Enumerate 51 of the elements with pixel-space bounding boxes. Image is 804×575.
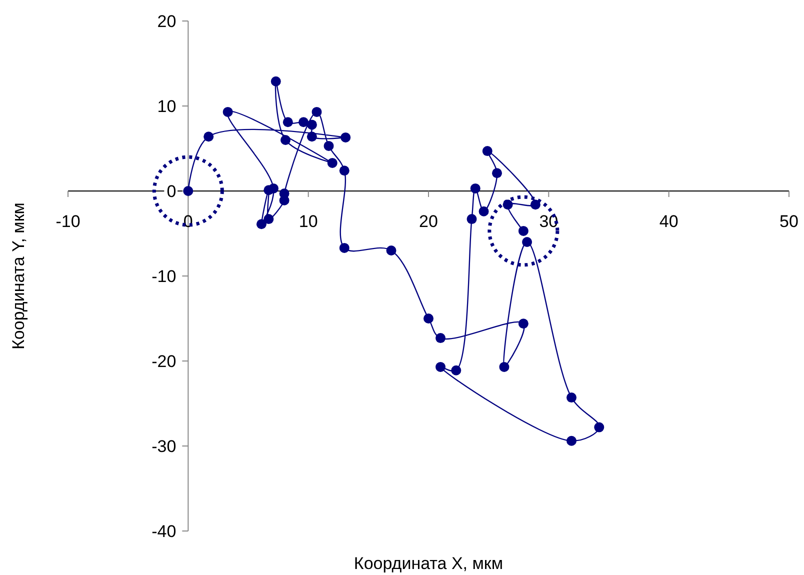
point (264, 214, 274, 224)
point (530, 200, 540, 210)
x-tick-label: 40 (659, 212, 678, 231)
point (492, 168, 502, 178)
y-tick-label: -10 (152, 267, 176, 286)
y-tick-label: -20 (152, 352, 176, 371)
point (339, 166, 350, 176)
x-tick-label: 10 (298, 212, 318, 231)
point (499, 362, 510, 372)
point (436, 362, 446, 372)
x-axis-title: Координата X, мкм (354, 554, 504, 573)
x-tick-label: -10 (56, 212, 80, 231)
point (264, 185, 274, 196)
point (451, 365, 462, 376)
y-tick-label: -30 (152, 437, 176, 456)
point (340, 132, 351, 142)
point (594, 422, 604, 432)
point (566, 436, 576, 446)
point (327, 158, 338, 168)
y-tick-label: 10 (157, 97, 176, 116)
point (518, 318, 528, 329)
point (324, 140, 334, 151)
x-tick-label: 50 (780, 212, 798, 231)
x-tick-label: 20 (419, 212, 438, 231)
point (306, 132, 317, 142)
y-tick-label: 0 (166, 182, 176, 201)
point (466, 214, 477, 224)
point (566, 392, 576, 403)
point (518, 226, 528, 236)
point (256, 219, 266, 230)
point (470, 183, 480, 194)
point (280, 135, 290, 145)
point (282, 117, 293, 128)
point (270, 76, 281, 86)
point (436, 333, 446, 344)
point (204, 132, 214, 142)
point (424, 314, 434, 324)
point (183, 186, 194, 196)
y-axis-title: Координата Y, мкм (9, 202, 28, 350)
point (339, 242, 350, 253)
point (522, 237, 532, 247)
point (478, 206, 489, 216)
y-tick-label: 20 (157, 12, 176, 31)
point (482, 146, 492, 156)
y-tick-label: -40 (152, 522, 176, 541)
point (312, 106, 322, 117)
point (306, 120, 317, 130)
point (279, 188, 290, 199)
point (386, 246, 396, 256)
point (298, 117, 309, 128)
point (222, 106, 233, 117)
